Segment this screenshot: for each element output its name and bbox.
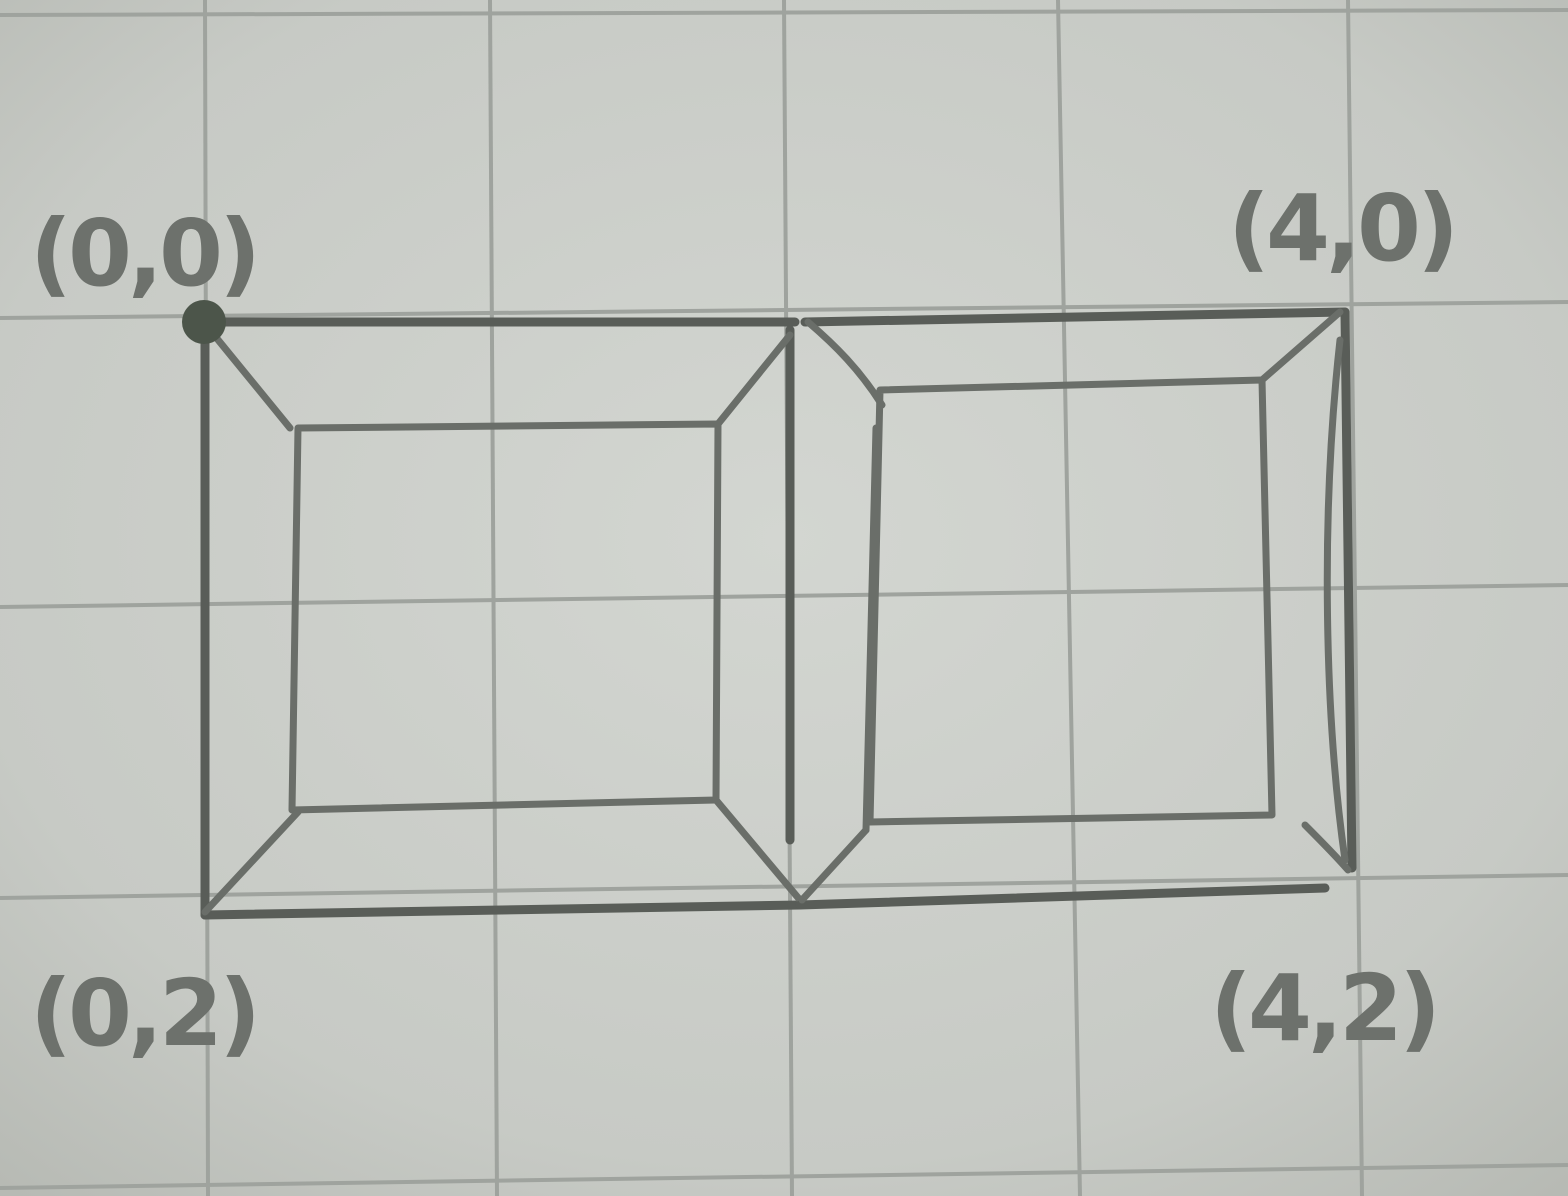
- left-frame-drawing: [200, 317, 805, 920]
- bevel-bottom-right-left-frame: [712, 796, 804, 904]
- bevel-top-right: [1258, 308, 1344, 384]
- outer-bottom-edge-left: [200, 900, 805, 920]
- bevel-bottom-left: [201, 808, 302, 916]
- bevel-bottom-right: [1301, 821, 1352, 874]
- grid-line-h: [0, 583, 1568, 609]
- label-top-right: (4,0): [1228, 175, 1455, 282]
- label-bottom-right: (4,2): [1210, 955, 1437, 1062]
- grid-line-v: [1346, 0, 1364, 1196]
- grid-line-h: [0, 873, 1568, 900]
- label-top-left: (0,0): [30, 200, 257, 307]
- origin-dot: [182, 300, 226, 344]
- outer-right-edge: [1340, 307, 1357, 873]
- bevel-top-left-right-frame: [804, 318, 886, 409]
- outer-top-edge-right: [800, 307, 1350, 327]
- label-bottom-left: (0,2): [30, 960, 257, 1067]
- bevel-top-left: [206, 326, 294, 432]
- bevel-bottom-left-right-frame: [798, 826, 870, 904]
- grid-line-h: [0, 300, 1568, 320]
- grid-line-v: [1056, 0, 1082, 1196]
- inner-left-edge-right-frame: [862, 424, 880, 834]
- grid-line-h: [0, 1163, 1568, 1190]
- outer-bottom-edge-right: [795, 883, 1330, 910]
- grid-line-v: [488, 0, 499, 1196]
- outer-right-edge-sketch: [1323, 336, 1349, 864]
- bevel-top-right-left-frame: [714, 331, 794, 428]
- inner-square-right: [866, 376, 1276, 826]
- right-frame-drawing: [795, 307, 1357, 910]
